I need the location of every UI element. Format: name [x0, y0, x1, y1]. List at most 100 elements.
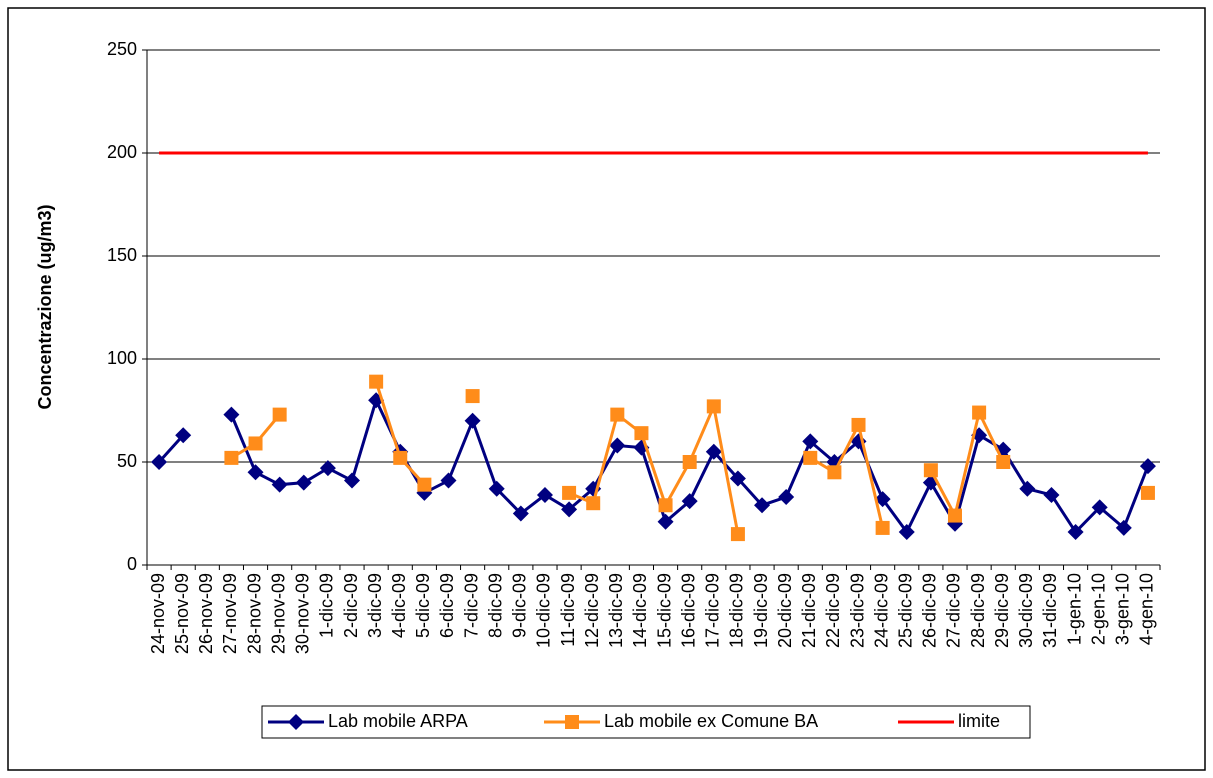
marker: [223, 406, 240, 423]
marker: [1091, 499, 1108, 516]
marker: [272, 407, 287, 422]
x-tick-label: 4-gen-10: [1137, 573, 1157, 645]
marker: [705, 443, 722, 460]
marker: [851, 417, 866, 432]
marker: [1140, 485, 1155, 500]
x-tick-label: 3-gen-10: [1113, 573, 1133, 645]
x-tick-label: 25-dic-09: [896, 573, 916, 648]
marker: [827, 465, 842, 480]
x-tick-label: 26-nov-09: [196, 573, 216, 654]
marker: [874, 491, 891, 508]
marker: [657, 513, 674, 530]
marker: [706, 399, 721, 414]
x-tick-label: 26-dic-09: [920, 573, 940, 648]
y-tick-label: 0: [127, 554, 137, 574]
x-tick-label: 8-dic-09: [485, 573, 505, 638]
marker: [1139, 458, 1156, 475]
y-tick-label: 200: [107, 142, 137, 162]
x-tick-label: 10-dic-09: [534, 573, 554, 648]
x-tick-label: 29-dic-09: [992, 573, 1012, 648]
marker: [464, 412, 481, 429]
y-axis-label: Concentrazione (ug/m3): [35, 204, 55, 409]
x-tick-label: 13-dic-09: [606, 573, 626, 648]
marker: [922, 474, 939, 491]
marker: [565, 715, 579, 729]
marker: [681, 493, 698, 510]
x-tick-label: 1-dic-09: [317, 573, 337, 638]
marker: [995, 441, 1012, 458]
x-tick-label: 9-dic-09: [510, 573, 530, 638]
marker: [609, 437, 626, 454]
x-tick-label: 15-dic-09: [654, 573, 674, 648]
marker: [803, 450, 818, 465]
marker: [682, 455, 697, 469]
x-tick-label: 2-gen-10: [1088, 573, 1108, 645]
x-tick-label: 22-dic-09: [823, 573, 843, 648]
marker: [561, 501, 578, 518]
x-tick-label: 4-dic-09: [389, 573, 409, 638]
marker: [175, 427, 192, 444]
x-tick-label: 28-nov-09: [244, 573, 264, 654]
marker: [247, 464, 264, 481]
chart-frame: [7, 7, 1206, 771]
marker: [295, 474, 312, 491]
marker: [610, 407, 625, 422]
marker: [536, 486, 553, 503]
marker: [1019, 480, 1036, 497]
x-tick-label: 3-dic-09: [365, 573, 385, 638]
x-tick-label: 7-dic-09: [461, 573, 481, 638]
marker: [754, 497, 771, 514]
marker: [875, 520, 890, 535]
x-tick-label: 17-dic-09: [703, 573, 723, 648]
marker: [488, 480, 505, 497]
marker: [947, 508, 962, 523]
x-tick-label: 30-dic-09: [1016, 573, 1036, 648]
marker: [512, 505, 529, 522]
x-tick-label: 18-dic-09: [727, 573, 747, 648]
marker: [802, 433, 819, 450]
y-tick-label: 150: [107, 245, 137, 265]
x-tick-label: 5-dic-09: [413, 573, 433, 638]
x-tick-label: 28-dic-09: [968, 573, 988, 648]
marker: [344, 472, 361, 489]
x-tick-label: 12-dic-09: [582, 573, 602, 648]
x-tick-label: 2-dic-09: [341, 573, 361, 638]
marker: [923, 463, 938, 478]
marker: [271, 476, 288, 493]
y-tick-label: 250: [107, 39, 137, 59]
marker: [440, 472, 457, 489]
marker: [319, 460, 336, 477]
x-tick-label: 14-dic-09: [630, 573, 650, 648]
marker: [288, 714, 304, 730]
x-tick-label: 16-dic-09: [678, 573, 698, 648]
x-tick-label: 24-nov-09: [148, 573, 168, 654]
x-tick-label: 20-dic-09: [775, 573, 795, 648]
marker: [393, 450, 408, 465]
x-tick-label: 30-nov-09: [293, 573, 313, 654]
y-tick-label: 100: [107, 348, 137, 368]
marker: [729, 470, 746, 487]
marker: [1043, 486, 1060, 503]
x-tick-label: 19-dic-09: [751, 573, 771, 648]
marker: [730, 527, 745, 542]
marker: [658, 498, 673, 513]
x-tick-label: 29-nov-09: [268, 573, 288, 654]
marker: [369, 374, 384, 389]
x-tick-label: 23-dic-09: [847, 573, 867, 648]
marker: [996, 455, 1011, 469]
legend-label: limite: [958, 711, 1000, 731]
legend-label: Lab mobile ARPA: [328, 711, 468, 731]
x-tick-label: 1-gen-10: [1064, 573, 1084, 645]
marker: [898, 524, 915, 541]
x-tick-label: 24-dic-09: [871, 573, 891, 648]
x-tick-label: 6-dic-09: [437, 573, 457, 638]
x-tick-label: 27-dic-09: [944, 573, 964, 648]
marker: [634, 426, 649, 441]
marker: [224, 450, 239, 465]
x-tick-label: 21-dic-09: [799, 573, 819, 648]
marker: [465, 389, 480, 404]
legend-label: Lab mobile ex Comune BA: [604, 711, 818, 731]
x-tick-label: 25-nov-09: [172, 573, 192, 654]
x-tick-label: 27-nov-09: [220, 573, 240, 654]
